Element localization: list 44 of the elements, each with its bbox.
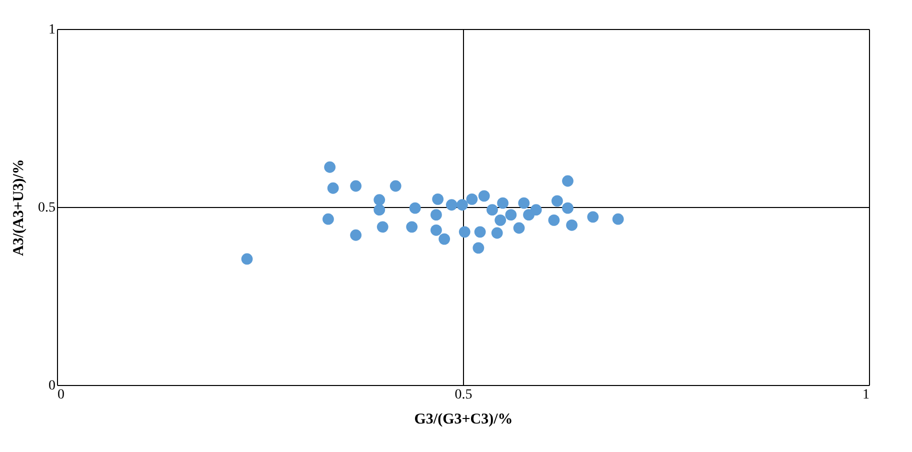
point xyxy=(562,202,574,214)
point xyxy=(458,226,470,238)
point xyxy=(562,175,574,187)
point xyxy=(374,194,386,206)
point xyxy=(432,193,444,205)
point xyxy=(350,180,362,192)
point xyxy=(324,161,336,173)
x-axis-title: G3/(G3+C3)/% xyxy=(414,412,513,428)
y-tick-label: 0.5 xyxy=(38,200,56,216)
point xyxy=(505,209,517,221)
point xyxy=(376,221,388,233)
x-tick-label: 0.5 xyxy=(454,388,472,402)
point xyxy=(474,226,486,238)
point xyxy=(430,209,442,221)
point xyxy=(327,182,339,194)
point xyxy=(513,222,525,234)
point xyxy=(551,195,563,207)
point xyxy=(430,224,442,236)
x-tick-label: 1 xyxy=(862,388,870,402)
point xyxy=(390,180,402,192)
point xyxy=(350,229,362,241)
y-axis-title: A3/(A3+U3)/% xyxy=(11,159,27,256)
point xyxy=(494,214,506,226)
point xyxy=(486,204,498,216)
point xyxy=(409,202,421,214)
point xyxy=(472,242,484,254)
point xyxy=(406,221,418,233)
point xyxy=(548,214,560,226)
point xyxy=(587,211,599,223)
point xyxy=(478,190,490,202)
y-tick-label: 1 xyxy=(48,22,56,38)
point xyxy=(518,197,530,209)
point xyxy=(456,199,468,211)
point xyxy=(466,193,478,205)
point xyxy=(241,253,253,265)
point xyxy=(438,233,450,245)
point xyxy=(566,219,578,231)
point xyxy=(530,204,542,216)
point xyxy=(374,204,386,216)
point xyxy=(491,227,503,239)
point xyxy=(322,213,334,225)
point xyxy=(612,213,624,225)
point xyxy=(446,199,458,211)
point xyxy=(497,197,508,209)
